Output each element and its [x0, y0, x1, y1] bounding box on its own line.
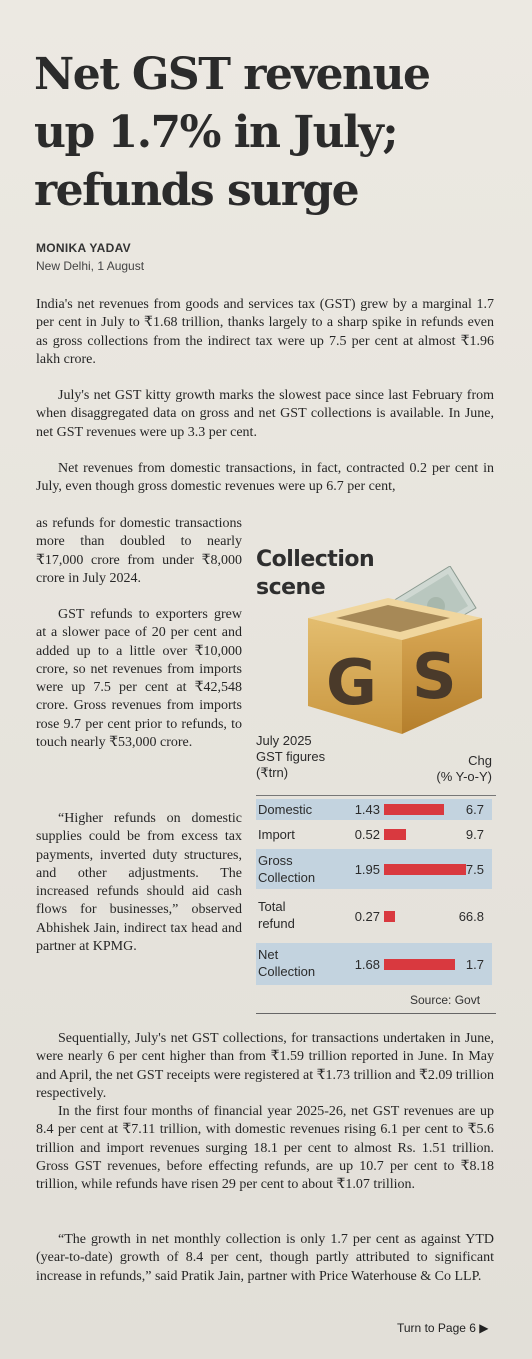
row-bar — [384, 804, 444, 815]
row-label-line: Collection — [258, 964, 316, 979]
headline-line-1: Net GST revenue — [34, 49, 431, 100]
table-row: Gross Collection 1.95 7.5 — [256, 849, 492, 889]
paragraph-3-cont: as refunds for domestic transactions mor… — [36, 516, 242, 586]
row-value: 0.52 — [354, 827, 380, 842]
row-change: 1.7 — [465, 956, 484, 972]
headline-line-2: up 1.7% in July; — [34, 107, 399, 158]
row-label: Gross Collection — [258, 852, 315, 886]
paragraph-2: July's net GST kitty growth marks the sl… — [36, 388, 494, 440]
header-figures: GST figures — [256, 749, 326, 764]
header-unit: (₹trn) — [256, 765, 289, 780]
table-row: Import 0.52 9.7 — [256, 824, 492, 845]
row-value: 1.95 — [354, 861, 380, 877]
row-label-line: refund — [258, 916, 295, 931]
table-row: Domestic 1.43 6.7 — [256, 799, 492, 820]
row-bar — [384, 863, 466, 875]
headline: Net GST revenue up 1.7% in July; refunds… — [34, 46, 514, 220]
dateline: New Delhi, 1 August — [36, 259, 145, 273]
header-chg-unit: (% Y-o-Y) — [436, 769, 492, 784]
row-bar — [384, 829, 406, 840]
row-label-line: Import — [258, 827, 295, 842]
box-letter-g: G — [326, 646, 377, 719]
gst-box-illustration: G S — [308, 566, 482, 734]
paragraph-8: “The growth in net monthly collection is… — [36, 1232, 494, 1284]
paragraph-5: “Higher refunds on domestic supplies cou… — [36, 811, 242, 955]
table-header-right: Chg (% Y-o-Y) — [436, 753, 492, 785]
box-letter-s: S — [412, 640, 457, 713]
row-label-line: Gross — [258, 853, 293, 868]
table-row: Total refund 0.27 66.8 — [256, 895, 492, 937]
box-side — [402, 618, 482, 734]
row-label-line: Collection — [258, 870, 316, 885]
gst-figures-table: July 2025 GST figures (₹trn) Chg (% Y-o-… — [256, 733, 496, 985]
row-label: Import — [258, 826, 295, 843]
paragraph-1: India's net revenues from goods and serv… — [36, 297, 494, 367]
header-chg: Chg — [468, 753, 492, 768]
row-value: 0.27 — [354, 908, 380, 924]
table-rule — [256, 795, 496, 796]
table-header: July 2025 GST figures (₹trn) Chg (% Y-o-… — [256, 733, 496, 791]
box-front — [308, 618, 402, 734]
byline: MONIKA YADAV — [36, 241, 131, 255]
row-label: Domestic — [258, 801, 312, 818]
graphic-title-line-1: Collection — [256, 547, 375, 572]
row-bar — [384, 910, 395, 922]
row-change: 7.5 — [465, 861, 484, 877]
graphic-title: Collection scene — [256, 546, 375, 602]
row-label-line: Domestic — [258, 802, 313, 817]
paragraph-4: GST refunds to exporters grew at a slowe… — [36, 607, 242, 751]
paragraph-7: In the first four months of financial ye… — [36, 1104, 494, 1193]
box-slot — [336, 605, 450, 632]
headline-line-3: refunds surge — [34, 165, 360, 216]
row-bar — [384, 958, 455, 970]
turn-to-page: Turn to Page 6 ▶ — [397, 1321, 489, 1335]
row-label-line: Net — [258, 947, 279, 962]
row-value: 1.43 — [354, 802, 380, 817]
row-label-line: Total — [258, 899, 286, 914]
paragraph-3: Net revenues from domestic transactions,… — [36, 461, 494, 495]
graphic-bottom-rule — [256, 1013, 496, 1014]
row-change: 66.8 — [458, 908, 484, 924]
table-row: Net Collection 1.68 1.7 — [256, 943, 492, 985]
graphic-source: Source: Govt — [410, 993, 481, 1007]
paragraph-6: Sequentially, July's net GST collections… — [36, 1031, 494, 1101]
row-change: 9.7 — [465, 827, 484, 842]
row-change: 6.7 — [465, 802, 484, 817]
table-header-left: July 2025 GST figures (₹trn) — [256, 733, 325, 781]
header-period: July 2025 — [256, 733, 312, 748]
row-label: Total refund — [258, 898, 295, 932]
row-value: 1.68 — [354, 956, 380, 972]
row-label: Net Collection — [258, 946, 315, 980]
graphic-title-line-2: scene — [256, 575, 326, 600]
